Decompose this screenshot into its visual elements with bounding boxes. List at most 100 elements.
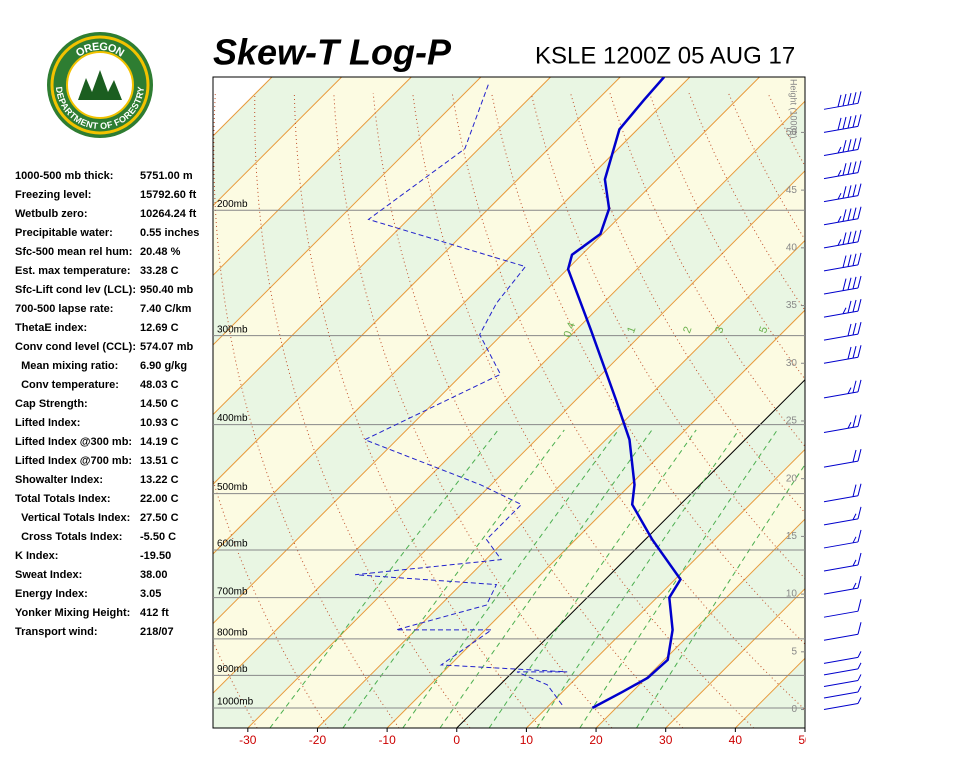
pressure-label: 600mb bbox=[217, 539, 248, 550]
dry-adiabat bbox=[254, 93, 471, 728]
barb-feather bbox=[847, 139, 852, 152]
barb-feather bbox=[857, 449, 862, 462]
wind-barb bbox=[823, 506, 862, 526]
barb-feather bbox=[857, 685, 862, 693]
height-label: 40 bbox=[786, 242, 798, 253]
index-value: 3.05 bbox=[140, 588, 161, 600]
barb-feather bbox=[847, 422, 852, 429]
barb-staff bbox=[823, 241, 859, 249]
index-value: 0.55 inches bbox=[140, 227, 199, 239]
index-label: Mean mixing ratio: bbox=[15, 360, 118, 372]
wind-barb bbox=[823, 662, 862, 676]
index-label: Showalter Index: bbox=[15, 474, 103, 486]
isotherm bbox=[213, 77, 551, 416]
barb-feather bbox=[857, 160, 862, 173]
barb-feather bbox=[842, 116, 847, 130]
wind-barb bbox=[823, 229, 862, 249]
barb-feather bbox=[842, 232, 847, 245]
height-label: 30 bbox=[786, 358, 798, 369]
index-label: Precipitable water: bbox=[15, 227, 113, 239]
wind-barb bbox=[823, 345, 862, 364]
barb-feather bbox=[852, 92, 857, 105]
barb-feather bbox=[852, 276, 857, 290]
barb-staff bbox=[823, 564, 859, 572]
x-tick-label: 50 bbox=[798, 733, 812, 747]
barb-feather bbox=[852, 207, 857, 220]
barb-staff bbox=[823, 333, 859, 341]
barb-feather bbox=[852, 253, 857, 266]
barb-feather bbox=[852, 380, 857, 393]
barb-feather bbox=[837, 94, 842, 107]
x-tick-label: -10 bbox=[378, 733, 396, 747]
isotherm-band bbox=[213, 101, 805, 728]
index-value: 38.00 bbox=[140, 569, 168, 581]
barb-feather bbox=[857, 697, 862, 704]
barb-feather bbox=[852, 161, 857, 174]
barb-feather bbox=[847, 208, 852, 221]
barb-staff bbox=[823, 391, 859, 399]
barb-feather bbox=[852, 115, 857, 128]
barb-feather bbox=[852, 536, 857, 544]
barb-feather bbox=[842, 140, 847, 153]
index-value: 7.40 C/km bbox=[140, 303, 192, 315]
dewpoint-line bbox=[355, 83, 568, 706]
pressure-label: 1000mb bbox=[217, 697, 254, 708]
x-tick-label: 40 bbox=[729, 733, 743, 747]
barb-feather bbox=[847, 231, 852, 244]
pressure-label: 200mb bbox=[217, 199, 248, 210]
dry-adiabat bbox=[213, 93, 400, 728]
barb-feather bbox=[857, 483, 862, 496]
barb-feather bbox=[857, 183, 862, 196]
barb-staff bbox=[823, 264, 859, 272]
isotherm bbox=[213, 77, 691, 555]
index-value: 13.22 C bbox=[140, 474, 179, 486]
isotherm bbox=[213, 77, 760, 625]
wind-barb bbox=[823, 91, 862, 110]
barb-feather bbox=[857, 599, 862, 612]
wind-barb bbox=[823, 575, 862, 595]
barb-feather bbox=[842, 209, 847, 222]
mixing-ratio-label: 0.4 bbox=[562, 321, 579, 339]
barb-staff bbox=[823, 495, 859, 503]
isotherm-band bbox=[805, 77, 960, 728]
mixing-ratio-line bbox=[636, 463, 805, 728]
index-value: 13.51 C bbox=[140, 455, 179, 467]
index-value: 5751.00 m bbox=[140, 170, 193, 182]
barb-feather bbox=[852, 415, 857, 428]
wind-barb bbox=[823, 622, 862, 641]
wind-barb bbox=[823, 183, 862, 203]
chart-subtitle: KSLE 1200Z 05 AUG 17 bbox=[535, 42, 795, 69]
barb-feather bbox=[857, 379, 862, 393]
index-label: Transport wind: bbox=[15, 626, 98, 638]
barb-feather bbox=[852, 230, 857, 243]
barb-feather bbox=[847, 162, 852, 175]
barb-staff bbox=[823, 703, 859, 711]
wind-barb bbox=[823, 674, 862, 687]
barb-feather bbox=[857, 298, 862, 312]
index-value: 14.19 C bbox=[140, 436, 179, 448]
pressure-label: 500mb bbox=[217, 482, 248, 493]
index-label: 700-500 lapse rate: bbox=[15, 303, 113, 315]
index-value: 950.40 mb bbox=[140, 284, 193, 296]
index-value: 22.00 C bbox=[140, 493, 179, 505]
dry-adiabat bbox=[807, 93, 960, 728]
index-label: Est. max temperature: bbox=[15, 265, 131, 277]
x-ticks: -30 -20 -10 0 10 20 30 40 50 bbox=[239, 728, 812, 747]
height-label: 0 bbox=[791, 704, 797, 715]
height-label: 15 bbox=[786, 531, 798, 542]
barb-staff bbox=[823, 633, 859, 641]
barb-staff bbox=[823, 287, 859, 295]
index-value: 10264.24 ft bbox=[140, 208, 197, 220]
barb-feather bbox=[857, 229, 862, 242]
index-value: 33.28 C bbox=[140, 265, 179, 277]
height-label: 35 bbox=[786, 300, 798, 311]
wind-barb bbox=[823, 114, 862, 133]
barb-feather bbox=[837, 146, 842, 154]
isotherm bbox=[665, 587, 805, 728]
pressure-label: 900mb bbox=[217, 664, 248, 675]
barb-feather bbox=[837, 117, 842, 131]
height-label: 50 bbox=[786, 127, 798, 138]
isotherm bbox=[386, 309, 805, 728]
logo-trees bbox=[78, 70, 122, 100]
